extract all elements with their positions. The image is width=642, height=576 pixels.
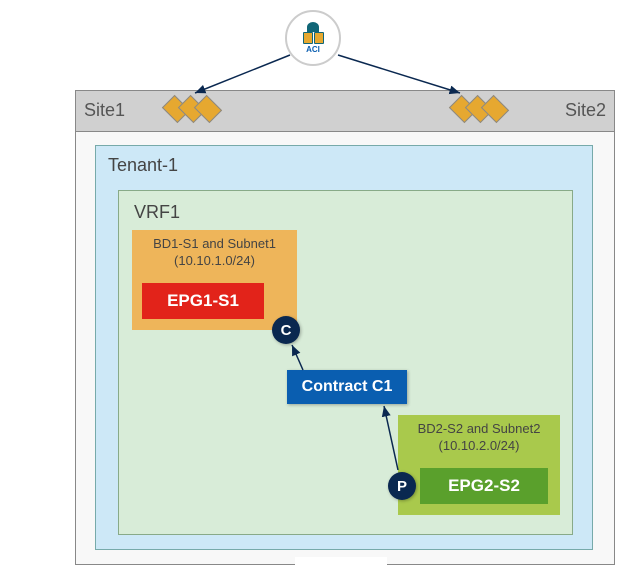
apic-cluster-site1 <box>168 100 216 118</box>
epg2-label: EPG2-S2 <box>448 476 520 496</box>
epg1-box: EPG1-S1 <box>142 283 264 319</box>
aci-multisite-icon: ACI <box>285 10 341 66</box>
epg2-box: EPG2-S2 <box>420 468 548 504</box>
contract-box: Contract C1 <box>287 370 407 404</box>
bd1-label-line1: BD1-S1 and Subnet1 <box>132 236 297 253</box>
epg1-label: EPG1-S1 <box>167 291 239 311</box>
provider-badge: P <box>388 472 416 500</box>
tenant-label: Tenant-1 <box>108 155 178 176</box>
sites-gap <box>295 557 387 569</box>
sites-header-bar <box>75 90 615 132</box>
site1-label: Site1 <box>84 100 125 121</box>
apic-cluster-site2 <box>455 100 503 118</box>
consumer-badge: C <box>272 316 300 344</box>
bd2-label-line1: BD2-S2 and Subnet2 <box>398 421 560 438</box>
site2-label: Site2 <box>565 100 606 121</box>
aci-label: ACI <box>306 45 320 54</box>
arrow-aci-to-site1 <box>195 55 290 93</box>
consumer-badge-label: C <box>281 322 292 339</box>
arrow-aci-to-site2 <box>338 55 460 93</box>
vrf-label: VRF1 <box>134 202 180 223</box>
diagram-root: ACI Site1 Site2 Tenant-1 VRF1 BD1-S1 and… <box>0 0 642 576</box>
bd2-label-line2: (10.10.2.0/24) <box>398 438 560 455</box>
contract-label: Contract C1 <box>302 378 393 396</box>
bd1-label-line2: (10.10.1.0/24) <box>132 253 297 270</box>
provider-badge-label: P <box>397 478 407 495</box>
